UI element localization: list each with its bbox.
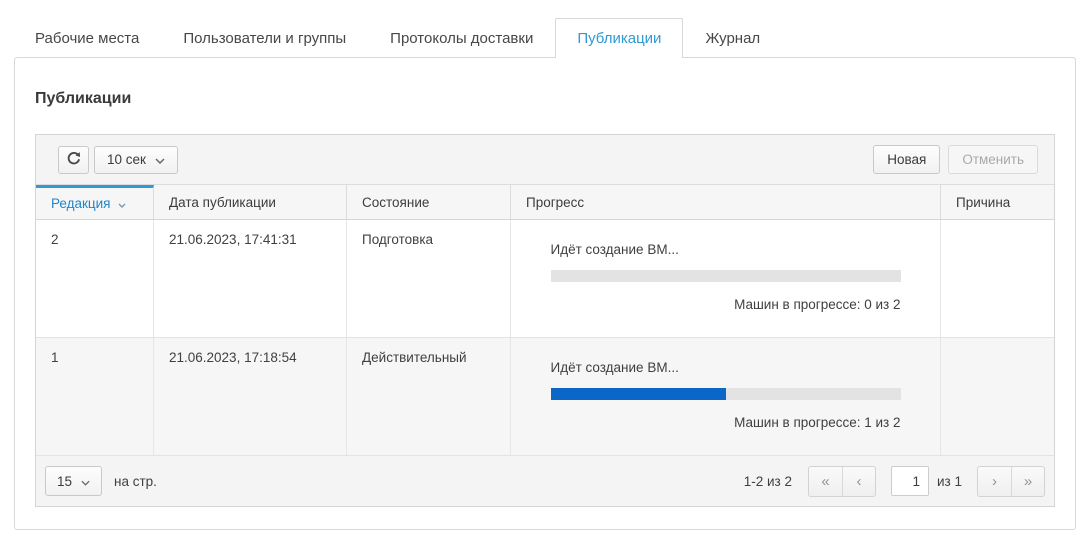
sort-desc-icon	[118, 196, 126, 211]
record-range-label: 1-2 из 2	[743, 473, 792, 489]
tab-journal[interactable]: Журнал	[705, 30, 761, 47]
cell-state: Действительный	[347, 338, 511, 455]
progress-widget: Идёт создание ВМ... Машин в прогрессе: 0…	[550, 241, 901, 312]
new-publication-button[interactable]: Новая	[873, 145, 941, 174]
progress-bar	[550, 388, 901, 400]
refresh-button[interactable]	[58, 145, 89, 174]
cell-publish-date: 21.06.2023, 17:41:31	[154, 220, 347, 337]
publications-grid: 10 сек Новая Отменить Редакция	[35, 134, 1055, 507]
prev-page-button[interactable]: ‹	[842, 466, 875, 496]
cell-revision: 1	[36, 338, 154, 455]
chevron-down-icon	[81, 474, 90, 489]
tab-users-groups[interactable]: Пользователи и группы	[183, 30, 347, 47]
per-page-label: на стр.	[114, 473, 157, 489]
cell-state: Подготовка	[347, 220, 511, 337]
cell-reason	[941, 220, 1054, 337]
page-count-label: из 1	[937, 473, 962, 489]
tab-workplaces[interactable]: Рабочие места	[35, 30, 140, 47]
page-number-input[interactable]	[891, 466, 929, 496]
tab-publications[interactable]: Публикации	[555, 18, 684, 58]
table-header-row: Редакция Дата публикации Состояние Прогр…	[36, 185, 1054, 220]
column-header-revision[interactable]: Редакция	[36, 185, 154, 219]
first-page-button[interactable]: «	[821, 472, 830, 490]
table-row[interactable]: 1 21.06.2023, 17:18:54 Действительный Ид…	[36, 338, 1054, 456]
column-header-state[interactable]: Состояние	[347, 185, 511, 219]
progress-widget: Идёт создание ВМ... Машин в прогрессе: 1…	[550, 359, 901, 430]
progress-label: Идёт создание ВМ...	[550, 360, 679, 375]
chevron-down-icon	[155, 152, 165, 167]
cell-publish-date: 21.06.2023, 17:18:54	[154, 338, 347, 455]
cancel-publication-button[interactable]: Отменить	[948, 145, 1038, 174]
progress-bar-fill	[550, 388, 726, 400]
page-size-value: 15	[57, 473, 73, 489]
page-title: Публикации	[35, 90, 132, 107]
cell-progress: Идёт создание ВМ... Машин в прогрессе: 0…	[511, 220, 941, 337]
column-header-reason[interactable]: Причина	[956, 194, 1011, 210]
last-page-button[interactable]: »	[1011, 466, 1044, 496]
cell-revision: 2	[36, 220, 154, 337]
pager-back-group: « ‹	[808, 465, 876, 497]
pager-forward-group: › »	[977, 465, 1045, 497]
progress-status: Машин в прогрессе: 0 из 2	[734, 297, 901, 312]
refresh-interval-dropdown[interactable]: 10 сек	[94, 145, 178, 174]
publications-panel: Публикации 10 сек	[14, 57, 1076, 530]
column-header-publish-date[interactable]: Дата публикации	[154, 185, 347, 219]
page-size-dropdown[interactable]: 15	[45, 466, 103, 496]
paging-toolbar: 15 на стр. 1-2 из 2 « ‹ из 1 › »	[36, 456, 1054, 506]
progress-label: Идёт создание ВМ...	[550, 242, 679, 257]
next-page-button[interactable]: ›	[992, 472, 997, 490]
column-header-progress[interactable]: Прогресс	[511, 185, 941, 219]
progress-status: Машин в прогрессе: 1 из 2	[734, 415, 901, 430]
table-row[interactable]: 2 21.06.2023, 17:41:31 Подготовка Идёт с…	[36, 220, 1054, 338]
tab-delivery-protocols[interactable]: Протоколы доставки	[390, 30, 534, 47]
grid-toolbar: 10 сек Новая Отменить	[36, 135, 1054, 185]
tab-bar: Рабочие места Пользователи и группы Прот…	[0, 0, 1090, 58]
cell-progress: Идёт создание ВМ... Машин в прогрессе: 1…	[511, 338, 941, 455]
refresh-icon	[66, 151, 81, 169]
refresh-interval-label: 10 сек	[107, 152, 146, 167]
cell-reason	[941, 338, 1054, 455]
progress-bar	[550, 270, 901, 282]
column-header-label: Редакция	[51, 196, 111, 211]
